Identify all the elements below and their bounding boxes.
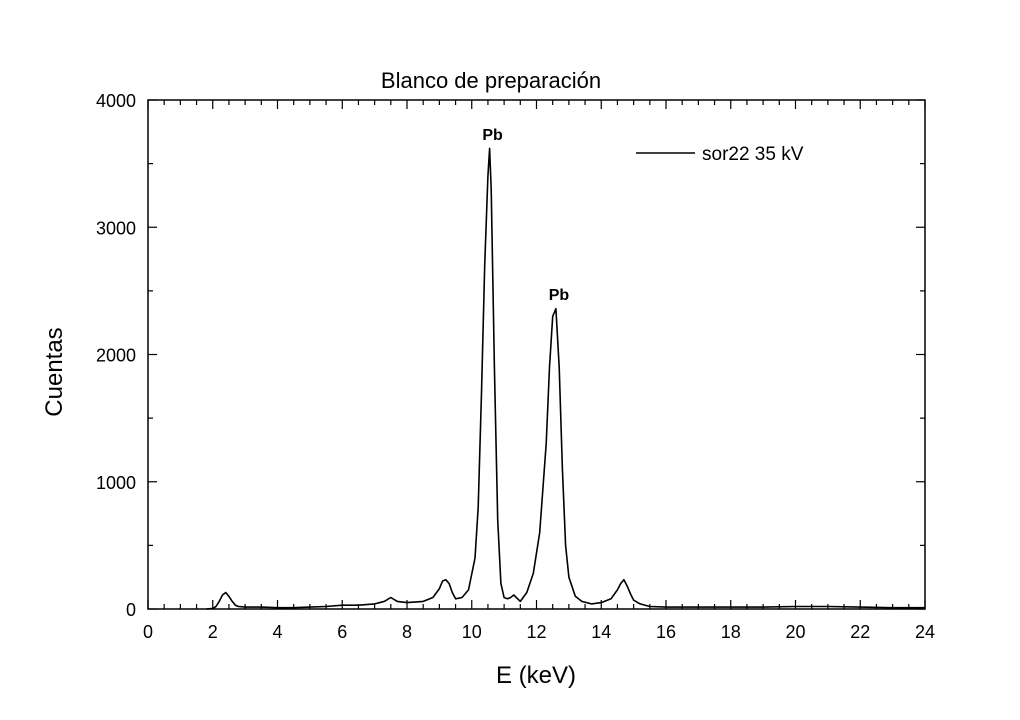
x-tick-label: 0: [143, 622, 153, 642]
x-tick-label: 16: [656, 622, 676, 642]
legend: sor22 35 kV: [636, 144, 804, 165]
y-tick-label: 1000: [96, 473, 136, 493]
y-axis-label: Cuentas: [41, 327, 68, 416]
chart-title: Blanco de preparación: [381, 68, 601, 93]
x-tick-label: 6: [337, 622, 347, 642]
legend-label-sor22: sor22 35 kV: [702, 144, 804, 165]
peak-label-2: Pb: [549, 287, 570, 304]
y-tick-label: 2000: [96, 346, 136, 366]
x-axis-label: E (keV): [496, 662, 576, 689]
x-tick-label: 10: [462, 622, 482, 642]
x-tick-label: 22: [850, 622, 870, 642]
plot-frame: [147, 99, 926, 610]
peak-label-1: Pb: [482, 127, 503, 144]
x-tick-label: 12: [526, 622, 546, 642]
x-tick-label: 24: [915, 622, 935, 642]
y-tick-label: 3000: [96, 218, 136, 238]
x-tick-label: 14: [591, 622, 611, 642]
x-tick-label: 2: [208, 622, 218, 642]
x-tick-label: 8: [402, 622, 412, 642]
x-tick-label: 4: [272, 622, 282, 642]
y-tick-label: 4000: [96, 91, 136, 111]
x-tick-label: 20: [785, 622, 805, 642]
x-tick-label: 18: [721, 622, 741, 642]
series-line-sor22: [206, 147, 925, 610]
peak-annotations: Pb Pb: [482, 127, 569, 304]
y-tick-label: 0: [126, 600, 136, 620]
axis-ticks: [147, 99, 926, 610]
